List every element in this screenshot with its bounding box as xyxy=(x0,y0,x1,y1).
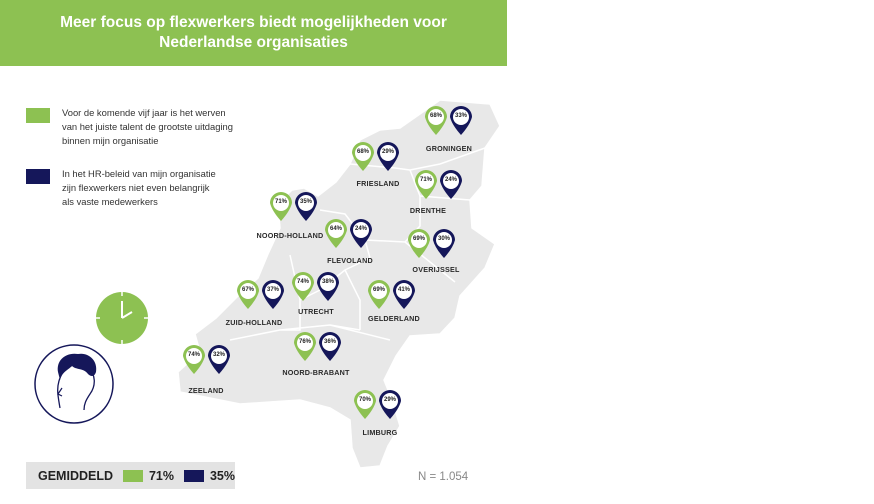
average-swatch-green xyxy=(123,469,143,482)
legend-item-green: Voor de komende vijf jaar is het werven … xyxy=(26,106,272,148)
pin-green-utrecht-inner xyxy=(295,275,311,291)
province-name-limburg: LIMBURG xyxy=(362,428,398,437)
pin-green-drenthe-inner xyxy=(418,173,434,189)
pin-navy-drenthe-inner xyxy=(443,173,459,189)
province-name-zuid-holland: ZUID-HOLLAND xyxy=(225,318,283,327)
province-name-drenthe: DRENTHE xyxy=(409,206,447,215)
province-name-utrecht: UTRECHT xyxy=(298,307,334,316)
pin-value-navy-flevoland: 24% xyxy=(354,226,367,232)
pin-green-zeeland-inner xyxy=(186,348,202,364)
average-box: GEMIDDELD 71% 35% xyxy=(26,462,235,489)
pin-navy-zuid-holland-inner xyxy=(265,283,281,299)
legend-line: als vaste medewerkers xyxy=(62,196,158,207)
pin-navy-limburg-inner xyxy=(382,393,398,409)
pin-value-green-zuid-holland: 67% xyxy=(241,287,254,293)
legend-item-navy: In het HR-beleid van mijn organisatie zi… xyxy=(26,167,272,209)
title-line-1: Meer focus op flexwerkers biedt mogelijk… xyxy=(60,14,447,31)
province-name-friesland: FRIESLAND xyxy=(356,179,400,188)
province-name-flevoland: FLEVOLAND xyxy=(327,256,373,265)
pin-value-navy-noord-brabant: 36% xyxy=(323,339,336,345)
pin-value-green-utrecht: 74% xyxy=(296,279,309,285)
title-banner: Meer focus op flexwerkers biedt mogelijk… xyxy=(0,0,507,66)
average-value-navy: 35% xyxy=(209,468,235,483)
pin-value-navy-zuid-holland: 37% xyxy=(266,287,279,293)
pin-navy-noord-holland-inner xyxy=(298,195,314,211)
pin-green-flevoland-inner xyxy=(328,222,344,238)
pin-value-green-limburg: 70% xyxy=(358,397,371,403)
pin-green-noord-holland-inner xyxy=(273,195,289,211)
legend-line: zijn flexwerkers niet even belangrijk xyxy=(62,182,210,193)
province-name-overijssel: OVERIJSSEL xyxy=(412,265,460,274)
pin-navy-gelderland-inner xyxy=(396,283,412,299)
pin-value-navy-friesland: 29% xyxy=(381,149,394,155)
pin-green-limburg-inner xyxy=(357,393,373,409)
legend-swatch-navy xyxy=(26,169,50,184)
person-head-icon xyxy=(34,344,114,424)
average-label: GEMIDDELD xyxy=(38,468,113,483)
legend-text-navy: In het HR-beleid van mijn organisatie zi… xyxy=(62,167,272,209)
pin-value-navy-utrecht: 38% xyxy=(321,279,334,285)
legend-swatch-green xyxy=(26,108,50,123)
pin-value-green-gelderland: 69% xyxy=(372,287,385,293)
province-name-groningen: GRONINGEN xyxy=(425,144,473,153)
pin-value-navy-noord-holland: 35% xyxy=(299,199,312,205)
pin-value-navy-zeeland: 32% xyxy=(212,352,225,358)
legend-text-green: Voor de komende vijf jaar is het werven … xyxy=(62,106,272,148)
pin-navy-utrecht-inner xyxy=(320,275,336,291)
pin-green-noord-brabant-inner xyxy=(297,335,313,351)
pin-value-navy-limburg: 29% xyxy=(383,397,396,403)
legend-line: van het juiste talent de grootste uitdag… xyxy=(62,121,233,132)
average-swatch-navy xyxy=(184,469,204,482)
pin-value-navy-drenthe: 24% xyxy=(444,177,457,183)
pin-green-friesland-inner xyxy=(355,145,371,161)
legend-line: In het HR-beleid van mijn organisatie xyxy=(62,168,216,179)
pin-green-gelderland-inner xyxy=(371,283,387,299)
pin-navy-zeeland-inner xyxy=(211,348,227,364)
title-line-2: Nederlandse organisaties xyxy=(159,34,348,51)
pin-value-green-zeeland: 74% xyxy=(187,352,200,358)
pin-value-green-drenthe: 71% xyxy=(419,177,432,183)
sample-size: N = 1.054 xyxy=(418,471,469,483)
pin-value-navy-gelderland: 41% xyxy=(397,287,410,293)
pin-navy-noord-brabant-inner xyxy=(322,335,338,351)
pin-green-groningen-inner xyxy=(428,109,444,125)
pin-value-green-friesland: 68% xyxy=(356,149,369,155)
pin-value-green-noord-holland: 71% xyxy=(274,199,287,205)
pin-green-zuid-holland-inner xyxy=(240,283,256,299)
pin-navy-groningen-inner xyxy=(453,109,469,125)
province-name-zeeland: ZEELAND xyxy=(188,386,224,395)
province-name-noord-brabant: NOORD-BRABANT xyxy=(282,368,350,377)
pin-value-green-groningen: 68% xyxy=(429,113,442,119)
legend-line: binnen mijn organisatie xyxy=(62,135,159,146)
pin-navy-friesland-inner xyxy=(380,145,396,161)
pin-green-overijssel-inner xyxy=(411,232,427,248)
legend-line: Voor de komende vijf jaar is het werven xyxy=(62,107,226,118)
pin-value-green-overijssel: 69% xyxy=(412,236,425,242)
pin-navy-flevoland-inner xyxy=(353,222,369,238)
pin-navy-overijssel-inner xyxy=(436,232,452,248)
pin-value-green-flevoland: 64% xyxy=(329,226,342,232)
pin-value-navy-overijssel: 30% xyxy=(437,236,450,242)
clock-icon xyxy=(96,292,148,344)
province-name-gelderland: GELDERLAND xyxy=(368,314,420,323)
average-value-green: 71% xyxy=(148,468,174,483)
province-name-noord-holland: NOORD-HOLLAND xyxy=(256,231,324,240)
pin-value-green-noord-brabant: 76% xyxy=(298,339,311,345)
pin-value-navy-groningen: 33% xyxy=(454,113,467,119)
